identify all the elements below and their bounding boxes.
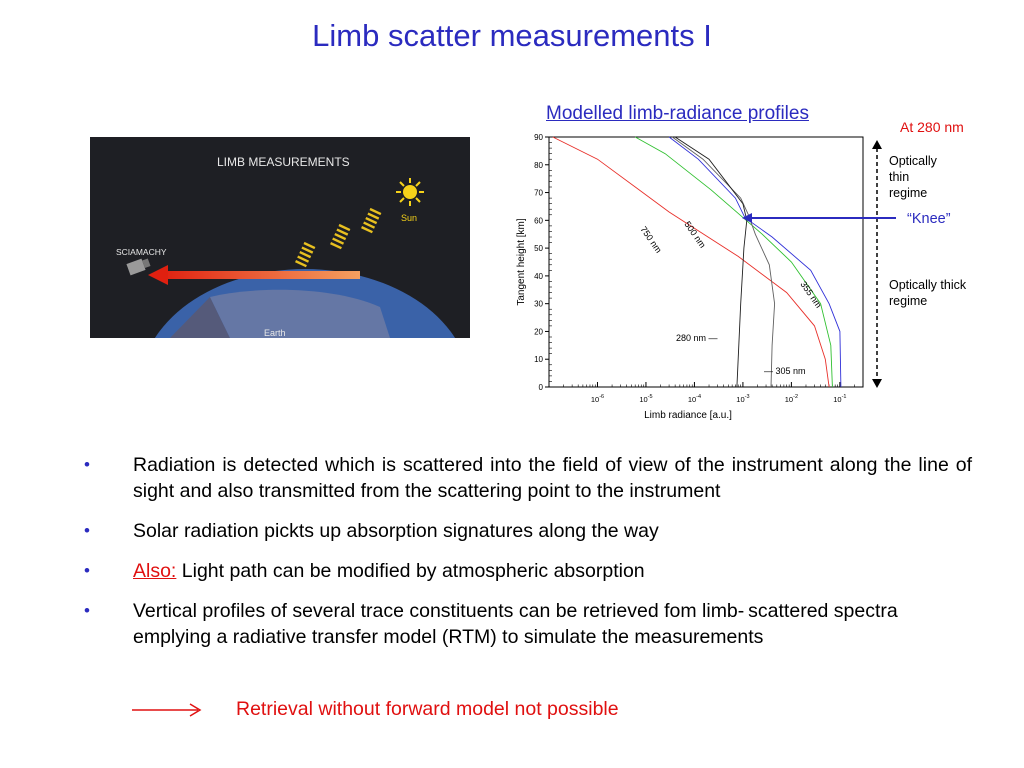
bullet-item: • Also: Light path can be modified by at… — [84, 558, 972, 584]
y-tick-label: 80 — [534, 161, 543, 170]
slide-title: Limb scatter measurements I — [312, 18, 712, 53]
sun-label: Sun — [401, 213, 417, 223]
x-axis-label: Limb radiance [a.u.] — [644, 410, 732, 421]
x-tick-label: 10-3 — [736, 394, 749, 404]
x-tick-label: 10-5 — [639, 394, 652, 404]
conclusion-text: Retrieval without forward model not poss… — [236, 698, 619, 720]
y-tick-label: 70 — [534, 189, 543, 198]
plot-frame — [548, 136, 864, 388]
y-tick-label: 10 — [534, 355, 543, 364]
conclusion-arrow-icon — [132, 703, 202, 717]
y-axis-label: Tangent height [km] — [516, 218, 527, 305]
bullet-dot: • — [84, 455, 90, 474]
thick-line-1: Optically thick — [889, 278, 967, 292]
series-line-500-nm — [634, 136, 833, 388]
curve-label: 750 nm — [638, 224, 663, 254]
red-arrow-head — [148, 265, 168, 285]
series-line-355-nm — [668, 136, 842, 388]
curve-label: — 305 nm — [764, 366, 806, 376]
thin-line-2: thin — [889, 170, 910, 184]
illustration-heading: LIMB MEASUREMENTS — [217, 155, 350, 169]
curve-label: 280 nm — — [676, 333, 718, 343]
earth-label: Earth — [264, 328, 286, 338]
sun-rays-icon — [295, 207, 382, 268]
series-line-305-nm — [672, 136, 776, 388]
bullet-text: Radiation is detected which is scattered… — [133, 454, 972, 502]
bullet-text: Light path can be modified by atmospheri… — [176, 560, 645, 582]
limb-radiance-chart: 0 10 20 30 40 50 60 70 80 90 10-6 10-5 10-4 10-3 10-2 1… — [516, 133, 864, 421]
y-tick-label: 60 — [534, 216, 543, 225]
x-tick-label: 10-6 — [591, 394, 604, 404]
y-tick-label: 0 — [539, 383, 544, 392]
bullet-item: • Radiation is detected which is scatter… — [84, 452, 972, 504]
bullet-text-wrap: Also: Light path can be modified by atmo… — [133, 558, 972, 584]
instrument-icon — [126, 258, 151, 276]
y-tick-label: 20 — [534, 327, 543, 336]
y-tick-label: 50 — [534, 244, 543, 253]
also-label: Also: — [133, 560, 177, 582]
bullet-text: Solar radiation pickts up absorption sig… — [133, 520, 659, 542]
chart-title: Modelled limb-radiance profiles — [546, 103, 809, 124]
x-tick-label: 10-2 — [785, 394, 798, 404]
knee-arrow — [742, 213, 896, 223]
bullet-dot: • — [84, 601, 90, 620]
instrument-label: SCIAMACHY — [116, 247, 167, 257]
at-280nm-label: At 280 nm — [900, 119, 964, 135]
optically-thick-label: Optically thick regime — [889, 277, 966, 309]
thin-line-3: regime — [889, 186, 928, 200]
bullet-list: • Radiation is detected which is scatter… — [84, 452, 972, 664]
x-tick-label: 10-1 — [833, 394, 846, 404]
bullet-dot: • — [84, 521, 90, 540]
knee-label: “Knee” — [907, 211, 951, 227]
optically-thin-label: Optically thin regime — [889, 153, 937, 201]
bullet-text: Vertical profiles of several trace const… — [133, 600, 898, 648]
curve-label: 355 nm — [798, 279, 823, 309]
series-line-280-nm — [674, 136, 748, 388]
thick-line-2: regime — [889, 294, 928, 308]
x-tick-label: 10-4 — [688, 394, 701, 404]
bullet-item: • Vertical profiles of several trace con… — [84, 598, 972, 650]
thin-line-1: Optically — [889, 154, 937, 168]
y-tick-label: 30 — [534, 300, 543, 309]
limb-measurement-illustration: LIMB MEASUREMENTS SCIAMACHY Sun Earth — [90, 137, 470, 338]
bullet-item: • Solar radiation pickts up absorption s… — [84, 518, 972, 544]
regime-arrow — [872, 140, 882, 388]
series-line-750-nm — [552, 136, 830, 388]
y-tick-label: 40 — [534, 272, 543, 281]
y-tick-label: 90 — [534, 133, 543, 142]
sun-icon — [396, 178, 424, 206]
bullet-dot: • — [84, 561, 90, 580]
